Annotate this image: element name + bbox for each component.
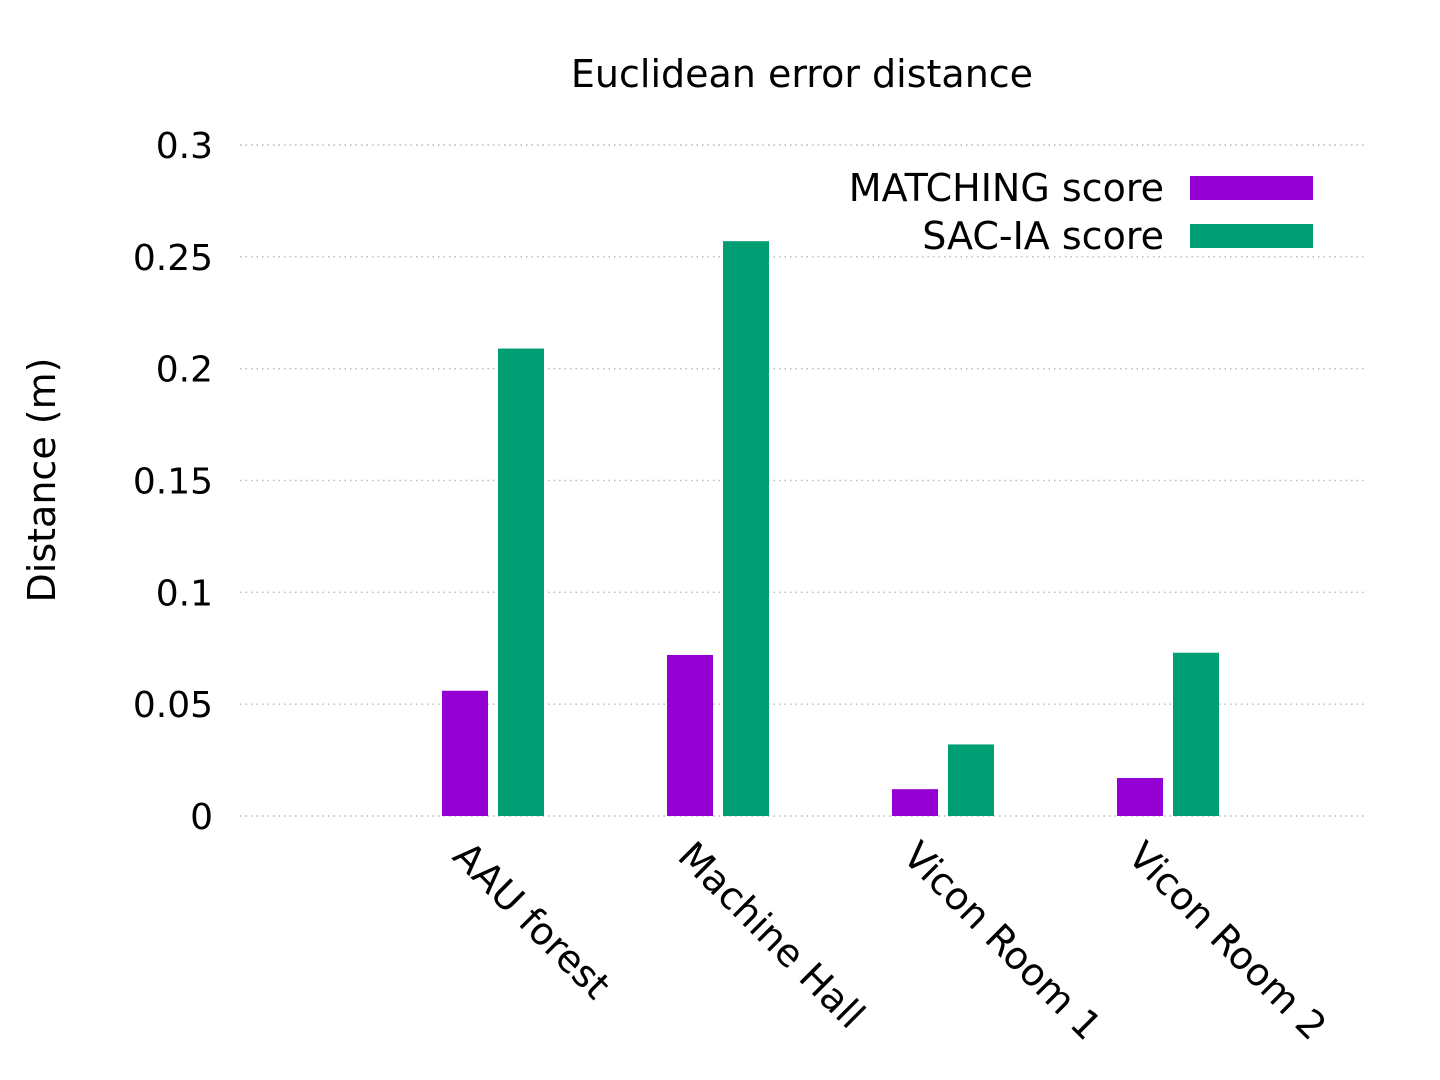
x-tick-label: Vicon Room 2 <box>1120 833 1335 1048</box>
bar <box>723 241 769 817</box>
y-tick-label: 0.25 <box>133 238 213 279</box>
y-axis-ticks: 0 0.05 0.1 0.15 0.2 0.25 0.3 <box>133 126 213 838</box>
y-tick-label: 0.3 <box>156 126 213 167</box>
legend-entry-label: MATCHING score <box>849 166 1164 210</box>
bar <box>892 789 938 816</box>
y-tick-label: 0.1 <box>156 573 213 614</box>
x-tick-label: Vicon Room 1 <box>895 833 1110 1048</box>
bar <box>1117 777 1163 816</box>
y-axis-label: Distance (m) <box>20 358 64 603</box>
x-tick-label: Machine Hall <box>670 833 874 1037</box>
bar <box>442 690 488 816</box>
y-tick-label: 0 <box>190 797 213 838</box>
bars <box>442 241 1219 817</box>
gridlines <box>240 144 1365 817</box>
bar <box>948 744 994 816</box>
y-tick-label: 0.05 <box>133 685 213 726</box>
bar <box>667 654 713 816</box>
x-axis-ticks: AAU forest Machine Hall Vicon Room 1 Vicon … <box>445 833 1335 1048</box>
x-tick-label: AAU forest <box>445 833 619 1007</box>
legend-swatch <box>1190 176 1313 200</box>
y-tick-label: 0.2 <box>156 350 213 391</box>
y-tick-label: 0.15 <box>133 462 213 503</box>
bar <box>1173 652 1219 816</box>
chart-title: Euclidean error distance <box>571 52 1033 96</box>
legend-swatch <box>1190 224 1313 248</box>
bar <box>498 348 544 816</box>
legend-entry-label: SAC-IA score <box>922 214 1164 258</box>
